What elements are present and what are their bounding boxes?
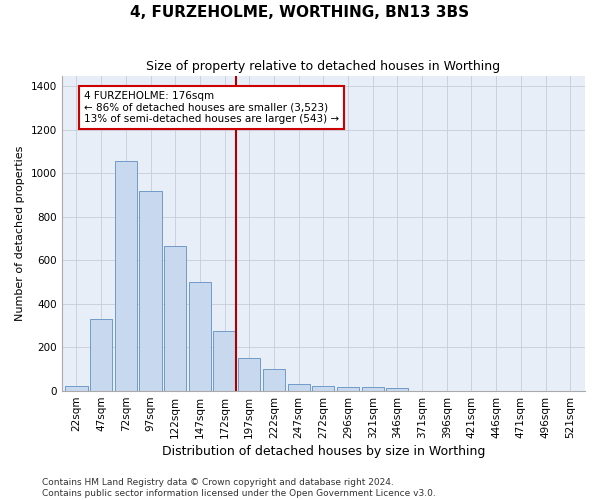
Bar [312, 386, 334, 390]
Bar [65, 386, 88, 390]
X-axis label: Distribution of detached houses by size in Worthing: Distribution of detached houses by size … [161, 444, 485, 458]
Bar [263, 369, 285, 390]
Bar [139, 190, 161, 390]
Title: Size of property relative to detached houses in Worthing: Size of property relative to detached ho… [146, 60, 500, 73]
Bar [214, 331, 236, 390]
Text: 4, FURZEHOLME, WORTHING, BN13 3BS: 4, FURZEHOLME, WORTHING, BN13 3BS [130, 5, 470, 20]
Y-axis label: Number of detached properties: Number of detached properties [15, 146, 25, 321]
Bar [238, 358, 260, 390]
Bar [337, 388, 359, 390]
Text: Contains HM Land Registry data © Crown copyright and database right 2024.
Contai: Contains HM Land Registry data © Crown c… [42, 478, 436, 498]
Bar [362, 388, 384, 390]
Bar [115, 162, 137, 390]
Bar [164, 246, 187, 390]
Bar [90, 319, 112, 390]
Bar [386, 388, 409, 390]
Bar [287, 384, 310, 390]
Bar [189, 282, 211, 391]
Text: 4 FURZEHOLME: 176sqm
← 86% of detached houses are smaller (3,523)
13% of semi-de: 4 FURZEHOLME: 176sqm ← 86% of detached h… [84, 91, 339, 124]
